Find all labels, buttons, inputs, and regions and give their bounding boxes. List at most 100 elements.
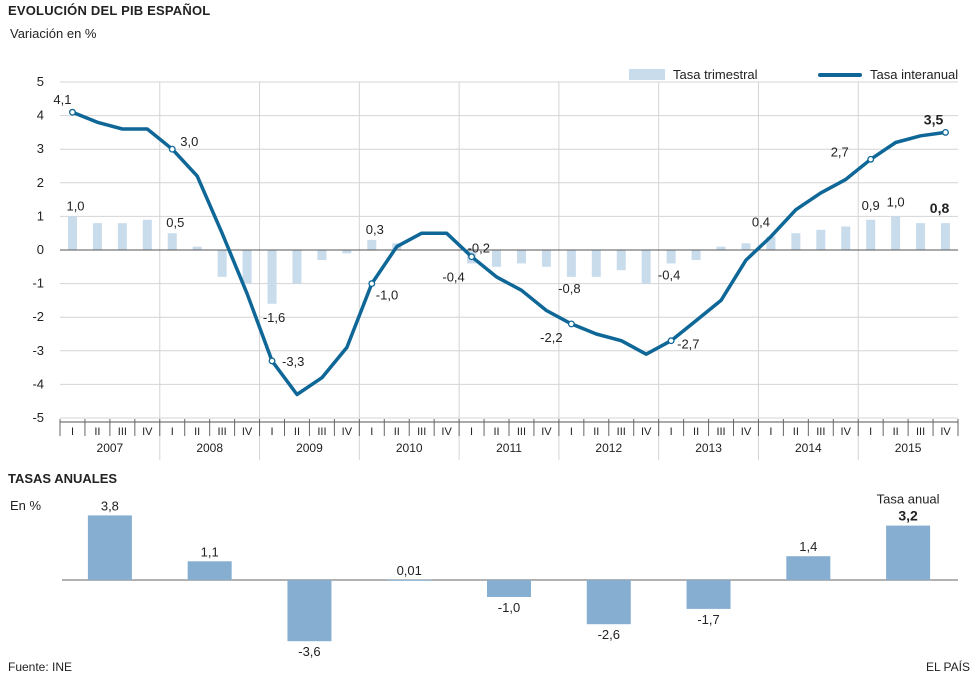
quarter-label: II bbox=[394, 426, 400, 438]
annual-value-label: 1,1 bbox=[201, 544, 219, 559]
quarterly-data-label: 0,4 bbox=[752, 215, 770, 230]
annual-rate-point bbox=[942, 128, 949, 136]
quarterly-bar bbox=[541, 250, 551, 267]
quarterly-data-label: -0,4 bbox=[442, 269, 464, 284]
annual-bar bbox=[686, 580, 731, 609]
quarter-label: III bbox=[417, 426, 426, 438]
annual-bar bbox=[187, 561, 232, 580]
quarterly-data-label: 1,0 bbox=[887, 194, 905, 209]
quarterly-bar bbox=[367, 239, 377, 250]
quarter-label: III bbox=[816, 426, 825, 438]
y-tick-label: -4 bbox=[32, 376, 44, 391]
y-tick-label: -2 bbox=[32, 309, 44, 324]
quarterly-bar bbox=[616, 250, 626, 271]
quarterly-bar bbox=[117, 223, 127, 250]
quarterly-bar bbox=[566, 250, 576, 277]
y-tick-label: 2 bbox=[37, 175, 44, 190]
quarterly-data-label: 0,8 bbox=[930, 200, 950, 216]
quarter-label: III bbox=[916, 426, 925, 438]
annual-data-label: 3,0 bbox=[180, 134, 198, 149]
quarterly-data-label: 0,3 bbox=[366, 222, 384, 237]
year-label: 2014 bbox=[795, 441, 822, 455]
quarterly-bar bbox=[292, 250, 302, 284]
annual-rate-point bbox=[69, 108, 76, 116]
quarter-label: I bbox=[769, 426, 772, 438]
source-note: Fuente: INE bbox=[8, 660, 73, 674]
legend-annual-swatch bbox=[818, 72, 862, 77]
year-label: 2008 bbox=[196, 441, 223, 455]
y-tick-label: 5 bbox=[37, 74, 44, 89]
annual-value-label: 3,2 bbox=[898, 508, 918, 524]
quarterly-bar bbox=[666, 250, 676, 264]
quarter-label: IV bbox=[142, 426, 153, 438]
quarterly-bar bbox=[716, 246, 726, 250]
annual-data-label: -0,2 bbox=[468, 241, 490, 256]
annual-rate-line bbox=[70, 110, 948, 397]
quarter-label: II bbox=[693, 426, 699, 438]
legend-quarterly-label: Tasa trimestral bbox=[673, 67, 758, 82]
year-label: 2010 bbox=[396, 441, 423, 455]
quarter-label: II bbox=[893, 426, 899, 438]
y-tick-label: 4 bbox=[37, 108, 44, 123]
quarter-label: IV bbox=[342, 426, 353, 438]
quarterly-bar bbox=[267, 250, 277, 304]
quarter-label: II bbox=[493, 426, 499, 438]
quarter-label: I bbox=[71, 426, 74, 438]
annual-rate-point bbox=[667, 337, 675, 345]
y-tick-label: -3 bbox=[32, 343, 44, 358]
annual-bar bbox=[87, 515, 132, 580]
quarterly-bar bbox=[242, 250, 252, 284]
annual-rate-point bbox=[867, 155, 875, 163]
quarter-label: III bbox=[118, 426, 127, 438]
annual-rate-point bbox=[468, 253, 476, 261]
annual-value-label: 0,01 bbox=[397, 563, 422, 578]
quarterly-bar bbox=[791, 233, 801, 250]
brand-name: EL PAÍS bbox=[925, 660, 970, 674]
quarter-label: II bbox=[593, 426, 599, 438]
quarter-label: I bbox=[171, 426, 174, 438]
year-label: 2007 bbox=[97, 441, 124, 455]
annual-data-label: -2,2 bbox=[540, 330, 562, 345]
year-label: 2012 bbox=[595, 441, 622, 455]
quarterly-bar bbox=[591, 250, 601, 277]
quarter-label: I bbox=[370, 426, 373, 438]
annual-value-label: -3,6 bbox=[298, 644, 320, 659]
quarter-label: I bbox=[270, 426, 273, 438]
annual-rate-note: Tasa anual bbox=[877, 492, 940, 507]
annual-bar bbox=[287, 580, 332, 642]
year-label: 2015 bbox=[895, 441, 922, 455]
annual-value-label: -2,6 bbox=[598, 627, 620, 642]
annual-rate-point bbox=[168, 145, 176, 153]
quarterly-bar bbox=[516, 250, 526, 264]
quarterly-bar bbox=[816, 229, 826, 250]
quarterly-bar bbox=[342, 250, 352, 254]
quarterly-bar bbox=[941, 223, 951, 250]
quarter-label: II bbox=[793, 426, 799, 438]
annual-data-label: -2,7 bbox=[677, 337, 699, 352]
year-label: 2009 bbox=[296, 441, 323, 455]
legend-quarterly-swatch bbox=[629, 69, 665, 80]
quarter-label: IV bbox=[841, 426, 852, 438]
annual-data-label: -1,0 bbox=[376, 288, 398, 303]
quarter-label: III bbox=[218, 426, 227, 438]
quarterly-bar bbox=[741, 243, 751, 250]
quarter-label: IV bbox=[741, 426, 752, 438]
y-tick-label: 1 bbox=[37, 208, 44, 223]
quarterly-bar bbox=[67, 216, 77, 250]
quarter-label: IV bbox=[242, 426, 253, 438]
quarterly-bar bbox=[492, 250, 502, 267]
annual-value-label: -1,0 bbox=[498, 600, 520, 615]
annual-value-label: -1,7 bbox=[697, 612, 719, 627]
annual-bar bbox=[586, 580, 631, 625]
legend-annual: Tasa interanual bbox=[818, 67, 958, 82]
legend-annual-label: Tasa interanual bbox=[870, 67, 959, 82]
quarter-label: IV bbox=[441, 426, 452, 438]
annual-data-label: 2,7 bbox=[831, 144, 849, 159]
annual-data-label: 3,5 bbox=[924, 111, 944, 127]
quarter-label: II bbox=[294, 426, 300, 438]
quarter-label: IV bbox=[940, 426, 951, 438]
quarterly-bar bbox=[641, 250, 651, 284]
year-label: 2013 bbox=[695, 441, 722, 455]
annual-rates-title: TASAS ANUALES bbox=[8, 471, 118, 486]
